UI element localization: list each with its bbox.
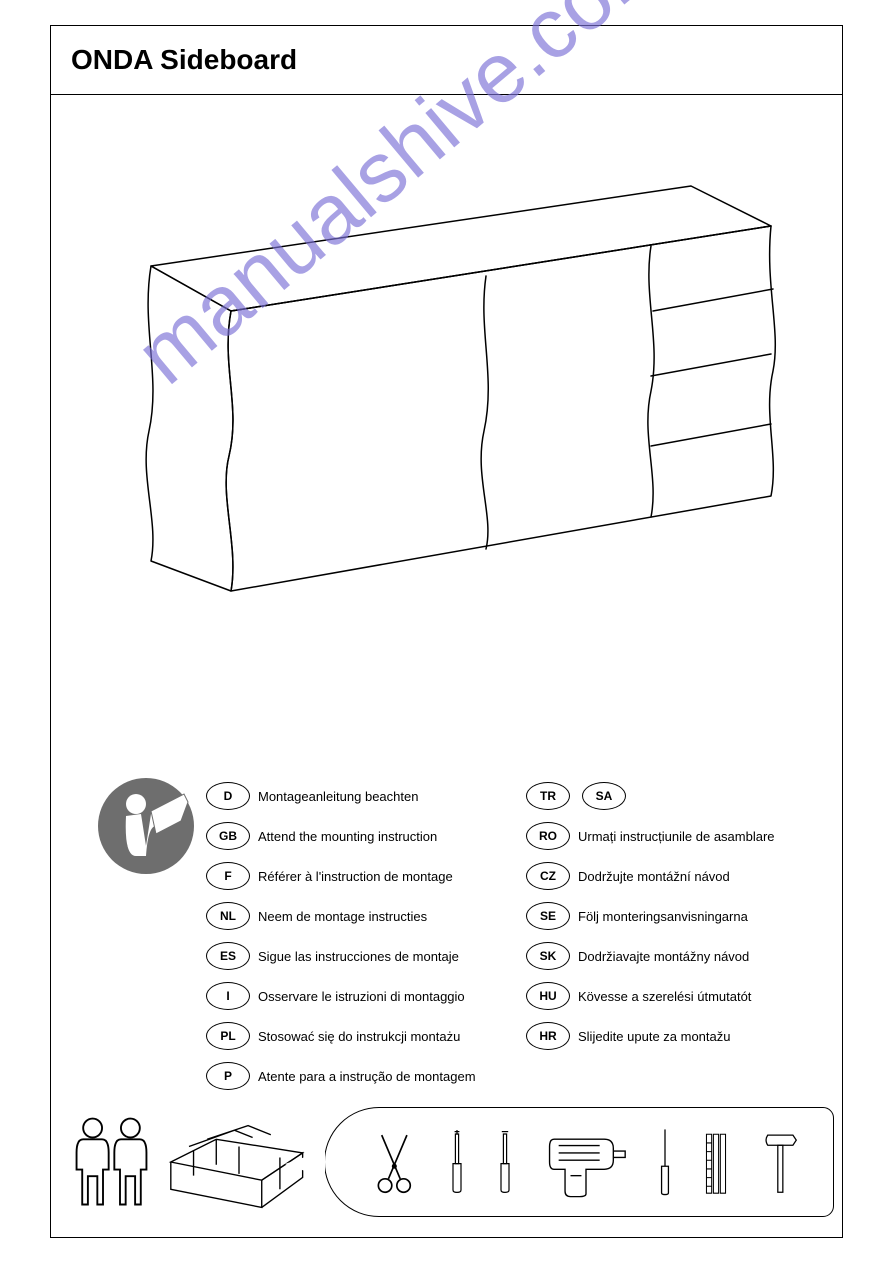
lang-row: P Atente para a instrução de montagem xyxy=(206,1056,506,1096)
lang-code-pill: HR xyxy=(526,1022,570,1050)
phillips-screwdriver-icon xyxy=(449,1123,465,1201)
lang-code-pill: GB xyxy=(206,822,250,850)
lang-row: HR Slijedite upute za montažu xyxy=(526,1016,826,1056)
awl-icon xyxy=(659,1123,671,1201)
lang-row: SE Följ monteringsanvisningarna xyxy=(526,896,826,936)
lang-row: F Référer à l'instruction de montage xyxy=(206,856,506,896)
lang-code-pill: F xyxy=(206,862,250,890)
lang-text: Stosować się do instrukcji montażu xyxy=(258,1029,460,1044)
lang-code-pill: P xyxy=(206,1062,250,1090)
lang-text: Attend the mounting instruction xyxy=(258,829,437,844)
lang-text: Sigue las instrucciones de montaje xyxy=(258,949,459,964)
lang-row: SK Dodržiavajte montážny návod xyxy=(526,936,826,976)
lang-text: Neem de montage instructies xyxy=(258,909,427,924)
lang-row: D Montageanleitung beachten xyxy=(206,776,506,816)
header-rule xyxy=(51,94,842,95)
read-manual-icon xyxy=(96,776,196,876)
lang-text: Atente para a instrução de montagem xyxy=(258,1069,476,1084)
lang-row: HU Kövesse a szerelési útmutatót xyxy=(526,976,826,1016)
lang-code-pill: NL xyxy=(206,902,250,930)
two-people-icon xyxy=(69,1107,154,1217)
content-frame: ONDA Sideboard manual xyxy=(50,25,843,1238)
lang-code-pill: I xyxy=(206,982,250,1010)
lang-text: Slijedite upute za montažu xyxy=(578,1029,730,1044)
lang-code-pill: ES xyxy=(206,942,250,970)
lang-text: Kövesse a szerelési útmutatót xyxy=(578,989,751,1004)
lang-row: I Osservare le istruzioni di montaggio xyxy=(206,976,506,1016)
lang-row: RO Urmați instrucțiunile de asamblare xyxy=(526,816,826,856)
language-column-left: D Montageanleitung beachten GB Attend th… xyxy=(206,776,506,1096)
page: ONDA Sideboard manual xyxy=(0,0,893,1263)
lang-code-pill: D xyxy=(206,782,250,810)
language-column-right: TR SA RO Urmați instrucțiunile de asambl… xyxy=(526,776,826,1056)
lang-text: Följ monteringsanvisningarna xyxy=(578,909,748,924)
lang-row: CZ Dodržujte montážní návod xyxy=(526,856,826,896)
lang-text: Dodržujte montážní návod xyxy=(578,869,730,884)
lang-text: Osservare le istruzioni di montaggio xyxy=(258,989,465,1004)
lang-row: ES Sigue las instrucciones de montaje xyxy=(206,936,506,976)
scissors-icon xyxy=(375,1123,417,1201)
drill-icon xyxy=(545,1123,627,1201)
lang-row: TR SA xyxy=(526,776,826,816)
lang-code-pill: HU xyxy=(526,982,570,1010)
lang-code-pill: TR xyxy=(526,782,570,810)
lang-code-pill: SE xyxy=(526,902,570,930)
lang-code-pill: PL xyxy=(206,1022,250,1050)
cabinet-illustration xyxy=(111,146,791,626)
lang-code-pill: RO xyxy=(526,822,570,850)
product-title: ONDA Sideboard xyxy=(71,44,297,76)
lang-code-pill: SK xyxy=(526,942,570,970)
lang-code-pill: SA xyxy=(582,782,626,810)
lang-row: GB Attend the mounting instruction xyxy=(206,816,506,856)
lang-text: Montageanleitung beachten xyxy=(258,789,418,804)
lang-row: PL Stosować się do instrukcji montażu xyxy=(206,1016,506,1056)
lang-text: Dodržiavajte montážny návod xyxy=(578,949,749,964)
bottom-tool-bar xyxy=(69,1104,824,1219)
lang-text: Référer à l'instruction de montage xyxy=(258,869,453,884)
tools-required-capsule xyxy=(324,1107,834,1217)
folding-ruler-icon xyxy=(703,1123,729,1201)
hammer-icon xyxy=(761,1123,803,1201)
lang-text: Urmați instrucțiunile de asamblare xyxy=(578,829,775,844)
flat-screwdriver-icon xyxy=(497,1123,513,1201)
lang-code-pill: CZ xyxy=(526,862,570,890)
lang-row: NL Neem de montage instructies xyxy=(206,896,506,936)
